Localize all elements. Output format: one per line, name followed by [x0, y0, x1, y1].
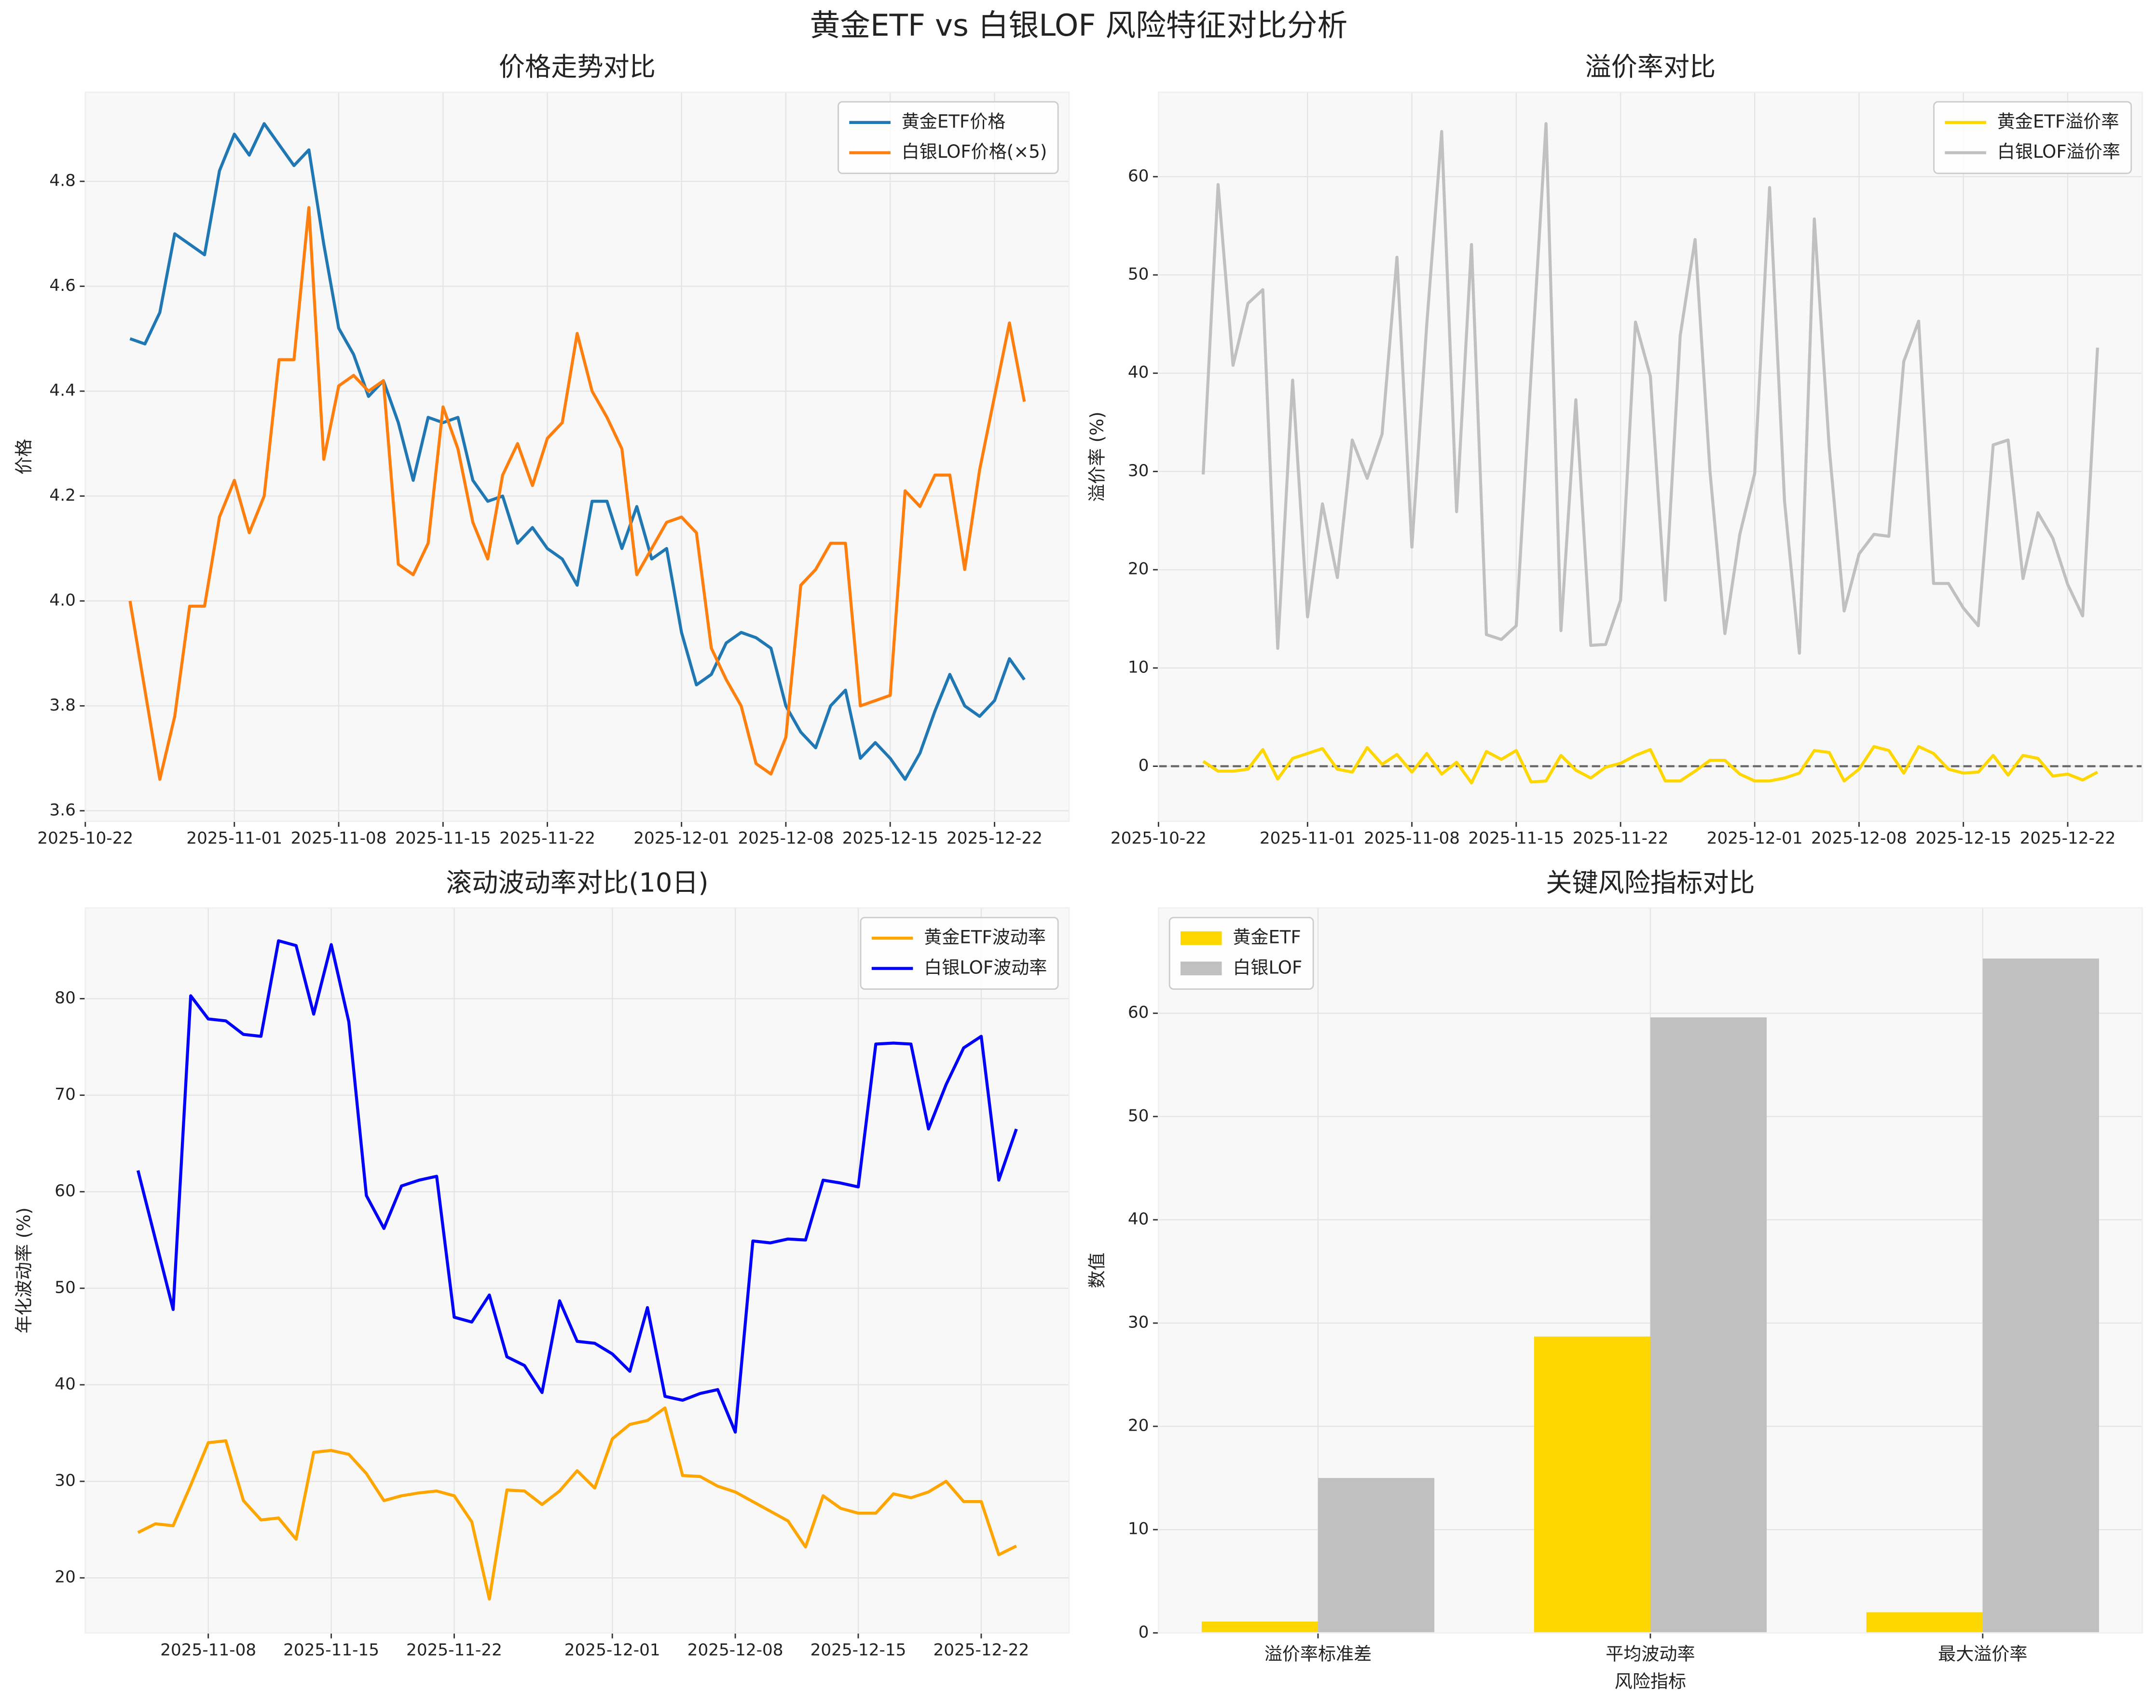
legend-box	[838, 101, 1059, 174]
y-tick-label: 80	[55, 988, 76, 1008]
y-tick-label: 0	[1139, 756, 1149, 775]
x-tick-label: 2025-11-15	[395, 829, 491, 848]
x-tick-label: 2025-11-08	[160, 1640, 256, 1660]
series-line	[137, 1406, 1017, 1601]
x-tick-label: 2025-10-22	[37, 829, 133, 848]
x-tick-label: 2025-10-22	[1111, 829, 1207, 848]
bar	[1866, 1612, 1983, 1633]
x-tick-label: 2025-12-22	[947, 829, 1043, 848]
figure-title: 黄金ETF vs 白银LOF 风险特征对比分析	[810, 8, 1348, 43]
legend-label: 白银LOF波动率	[924, 957, 1047, 978]
series-line	[137, 939, 1018, 1434]
y-axis-label: 溢价率 (%)	[1086, 411, 1107, 502]
x-tick-label: 2025-11-22	[406, 1640, 502, 1660]
series-line	[1201, 122, 2099, 655]
x-tick-label: 2025-12-15	[842, 829, 938, 848]
x-tick-label: 2025-12-15	[1915, 829, 2011, 848]
bar	[1650, 1017, 1767, 1633]
y-tick-label: 0	[1139, 1623, 1149, 1642]
bar	[1534, 1336, 1650, 1633]
plot-area	[1158, 92, 2142, 821]
x-tick-label: 最大溢价率	[1938, 1643, 2027, 1664]
x-tick-label: 2025-12-22	[2020, 829, 2116, 848]
chart-title: 关键风险指标对比	[1546, 867, 1755, 898]
y-tick-label: 30	[1128, 1312, 1149, 1332]
y-tick-label: 20	[1128, 560, 1149, 579]
y-tick-label: 4.0	[49, 590, 75, 610]
legend-swatch	[1180, 931, 1222, 945]
chart-title: 滚动波动率对比(10日)	[446, 867, 709, 898]
series-line	[128, 206, 1026, 781]
y-tick-label: 60	[1128, 1003, 1149, 1022]
x-tick-label: 2025-11-08	[1364, 829, 1460, 848]
chart-title: 溢价率对比	[1585, 52, 1716, 82]
plot-area	[85, 92, 1069, 821]
y-tick-label: 4.6	[49, 276, 75, 295]
axes-frame	[1157, 907, 2143, 1634]
y-tick-label: 20	[55, 1568, 76, 1587]
y-tick-label: 60	[1128, 166, 1149, 186]
series-line	[1202, 745, 2099, 785]
y-tick-label: 10	[1128, 657, 1149, 677]
y-tick-label: 50	[1128, 264, 1149, 284]
legend-label: 白银LOF溢价率	[1997, 141, 2120, 162]
legend-label: 黄金ETF价格	[902, 111, 1006, 132]
y-axis-label: 数值	[1086, 1253, 1107, 1288]
x-tick-label: 2025-12-08	[1811, 829, 1907, 848]
x-tick-label: 2025-12-01	[1707, 829, 1803, 848]
y-tick-label: 30	[1128, 461, 1149, 480]
series-line	[129, 122, 1026, 781]
y-tick-label: 40	[1128, 363, 1149, 382]
legend-box	[860, 916, 1059, 990]
x-tick-label: 平均波动率	[1606, 1643, 1695, 1664]
axes-frame	[84, 91, 1070, 822]
legend-label: 黄金ETF	[1233, 927, 1301, 948]
bar	[1201, 1621, 1318, 1633]
legend-label: 黄金ETF溢价率	[1997, 111, 2119, 132]
x-tick-label: 2025-11-01	[1260, 829, 1356, 848]
y-tick-label: 10	[1128, 1519, 1149, 1539]
bar	[1318, 1478, 1435, 1633]
y-tick-label: 50	[55, 1278, 76, 1297]
x-tick-label: 2025-11-08	[291, 829, 387, 848]
y-tick-label: 50	[1128, 1106, 1149, 1125]
x-tick-label: 2025-12-08	[687, 1640, 783, 1660]
y-tick-label: 4.8	[49, 171, 75, 190]
x-tick-label: 2025-11-15	[283, 1640, 379, 1660]
x-tick-label: 2025-12-15	[810, 1640, 906, 1660]
legend-label: 白银LOF价格(×5)	[902, 141, 1047, 162]
x-tick-label: 2025-12-22	[933, 1640, 1029, 1660]
y-axis-label: 年化波动率 (%)	[14, 1207, 34, 1333]
x-tick-label: 2025-11-22	[1573, 829, 1669, 848]
plot-area	[85, 908, 1069, 1633]
legend-label: 白银LOF	[1233, 957, 1302, 978]
y-tick-label: 40	[55, 1374, 76, 1394]
x-tick-label: 2025-12-01	[564, 1640, 660, 1660]
legend-swatch	[1180, 961, 1222, 976]
y-tick-label: 20	[1128, 1416, 1149, 1435]
y-tick-label: 40	[1128, 1209, 1149, 1229]
legend-label: 黄金ETF波动率	[924, 927, 1046, 948]
y-tick-label: 30	[55, 1471, 76, 1490]
x-tick-label: 2025-12-08	[738, 829, 834, 848]
y-tick-label: 4.2	[49, 486, 75, 505]
y-tick-label: 60	[55, 1181, 76, 1201]
x-tick-label: 2025-11-15	[1468, 829, 1564, 848]
axes-frame	[1157, 91, 2143, 822]
x-tick-label: 2025-11-22	[499, 829, 595, 848]
y-tick-label: 70	[55, 1085, 76, 1104]
legend-box	[1933, 101, 2132, 174]
y-tick-label: 3.8	[49, 696, 75, 715]
y-tick-label: 3.6	[49, 800, 75, 820]
bar	[1982, 958, 2099, 1633]
x-tick-label: 溢价率标准差	[1264, 1643, 1372, 1664]
x-tick-label: 2025-11-01	[186, 829, 282, 848]
y-axis-label: 价格	[14, 439, 34, 475]
axes-frame	[84, 907, 1070, 1634]
x-tick-label: 2025-12-01	[633, 829, 729, 848]
y-tick-label: 4.4	[49, 381, 75, 400]
chart-title: 价格走势对比	[499, 52, 656, 82]
x-axis-label: 风险指标	[1615, 1671, 1686, 1692]
